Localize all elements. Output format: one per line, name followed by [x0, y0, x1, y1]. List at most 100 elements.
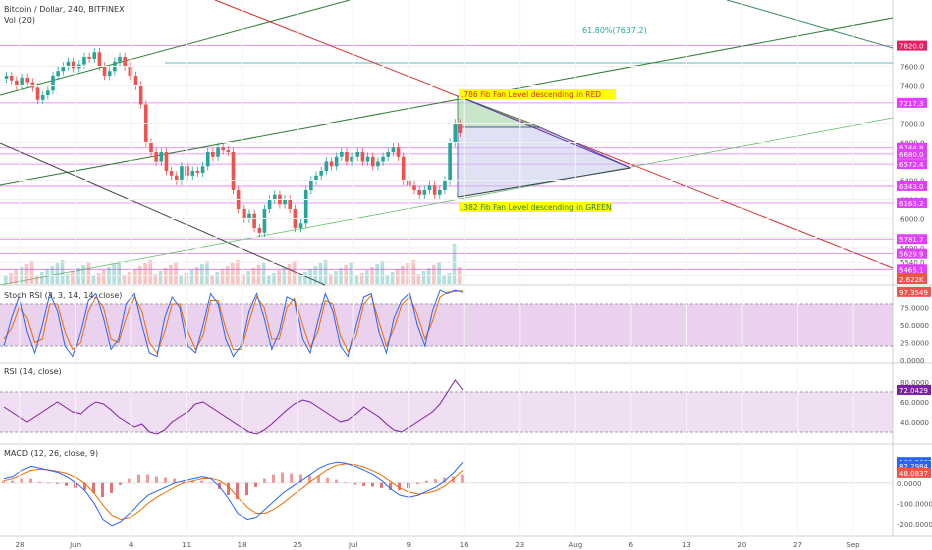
candle-body	[437, 190, 442, 195]
volume-bar	[14, 270, 18, 284]
price-tick-label: 7400.0	[900, 83, 925, 91]
macd-histogram-bar	[128, 478, 131, 483]
candle-body	[412, 185, 416, 190]
rsi-pane[interactable]	[0, 379, 893, 435]
price-tick-label: 7600.0	[900, 64, 925, 72]
macd-histogram-bar	[47, 482, 50, 484]
price-tag-bg	[897, 142, 927, 153]
price-tag-bg	[897, 234, 927, 245]
volume-label: Vol (20)	[4, 16, 35, 25]
candle-body	[25, 77, 30, 83]
volume-bar	[421, 271, 426, 284]
volume-bar	[452, 244, 457, 284]
macd-pane[interactable]	[0, 461, 893, 527]
candle-body	[381, 156, 385, 162]
x-tick-label: Sep	[846, 541, 860, 549]
candle-body	[51, 76, 55, 91]
candle-body	[401, 156, 406, 181]
macd-histogram-bar	[110, 482, 113, 493]
macd-histogram-bar	[38, 481, 41, 483]
volume-bar	[4, 276, 8, 284]
candle-body	[118, 57, 122, 62]
candle-body	[149, 142, 153, 152]
x-tick-label: 11	[182, 541, 191, 549]
candle-body	[61, 66, 66, 72]
volume-bar	[442, 276, 447, 284]
candle-body	[123, 57, 128, 67]
volume-bar	[96, 273, 101, 284]
price-tag-label: 5465.1	[899, 266, 924, 274]
macd-histogram-bar	[83, 482, 86, 490]
volume-bar	[359, 273, 364, 284]
candle-body	[309, 180, 313, 190]
volume-bar	[158, 271, 163, 284]
macd-histogram-bar	[389, 482, 392, 490]
candle-body	[365, 156, 370, 162]
macd-histogram-bar	[254, 482, 257, 487]
price-tick-label: 6000.0	[900, 216, 925, 224]
x-tick-label: 16	[460, 541, 469, 549]
x-tick-label: 20	[737, 541, 746, 549]
candle-body	[35, 87, 40, 100]
macd-histogram-bar	[146, 474, 149, 483]
macd-histogram-bar	[290, 473, 293, 483]
volume-bar	[127, 272, 132, 284]
x-tick-label: Aug	[568, 541, 582, 549]
light-green-fan-line	[0, 117, 894, 286]
candle-body	[386, 152, 391, 157]
candle-body	[324, 161, 329, 171]
candle-body	[190, 171, 195, 176]
candle-body	[92, 52, 97, 59]
stoch-k-line	[3, 289, 464, 358]
candle-body	[40, 95, 45, 100]
x-tick-label: 23	[515, 541, 524, 549]
candle-body	[128, 66, 133, 76]
volume-bar	[380, 261, 385, 284]
price-tag-label: 5629.9	[899, 251, 924, 259]
volume-bar	[416, 274, 421, 284]
volume-bar	[432, 265, 436, 284]
candle-body	[417, 190, 421, 195]
candle-body	[71, 61, 76, 69]
candle-body	[174, 175, 179, 181]
candle-body	[432, 185, 437, 195]
macd-histogram-bar	[119, 482, 122, 485]
candle-body	[345, 152, 349, 162]
stoch-rsi-label: Stoch RSI (3, 3, 14, 14, close)	[4, 291, 122, 300]
price-tag-label: 7217.3	[899, 100, 924, 108]
candle-body	[458, 123, 463, 133]
volume-bar	[174, 262, 178, 284]
stoch-d-line	[3, 290, 464, 355]
candle-body	[138, 85, 143, 105]
price-tag-bg	[897, 97, 927, 108]
macd-histogram-bar	[20, 478, 23, 483]
volume-bar	[230, 263, 235, 284]
macd-histogram-bar	[443, 477, 446, 483]
volume-bar	[292, 261, 297, 284]
stoch-rsi-pane[interactable]	[0, 289, 893, 358]
stoch-tag-label: 97.3549	[899, 289, 928, 297]
volume-bar	[272, 273, 276, 284]
candle-body	[360, 152, 365, 162]
candle-body	[262, 209, 267, 233]
candle-body	[298, 223, 303, 228]
volume-bar	[101, 270, 106, 284]
price-tick-label: 5540.0	[900, 259, 925, 267]
volume-bar	[122, 275, 127, 284]
volume-bar	[40, 272, 44, 284]
candle-body	[334, 156, 339, 167]
volume-bar	[117, 261, 122, 284]
macd-histogram-bar	[362, 482, 365, 486]
price-tag-label: 6680.0	[899, 151, 924, 159]
volume-bar	[29, 261, 34, 284]
rsi-tag-bg	[897, 384, 931, 395]
volume-bar	[179, 276, 184, 284]
fib-fan-382-line	[457, 167, 632, 198]
macd-histogram-bar	[155, 476, 158, 483]
macd-histogram-bar	[227, 482, 230, 496]
macd-histogram-bar	[416, 482, 419, 484]
candle-body	[257, 228, 262, 233]
rsi-tick-label: 40.0000	[900, 419, 929, 427]
macd-histogram-bar	[299, 474, 302, 483]
volume-bar	[9, 273, 13, 284]
